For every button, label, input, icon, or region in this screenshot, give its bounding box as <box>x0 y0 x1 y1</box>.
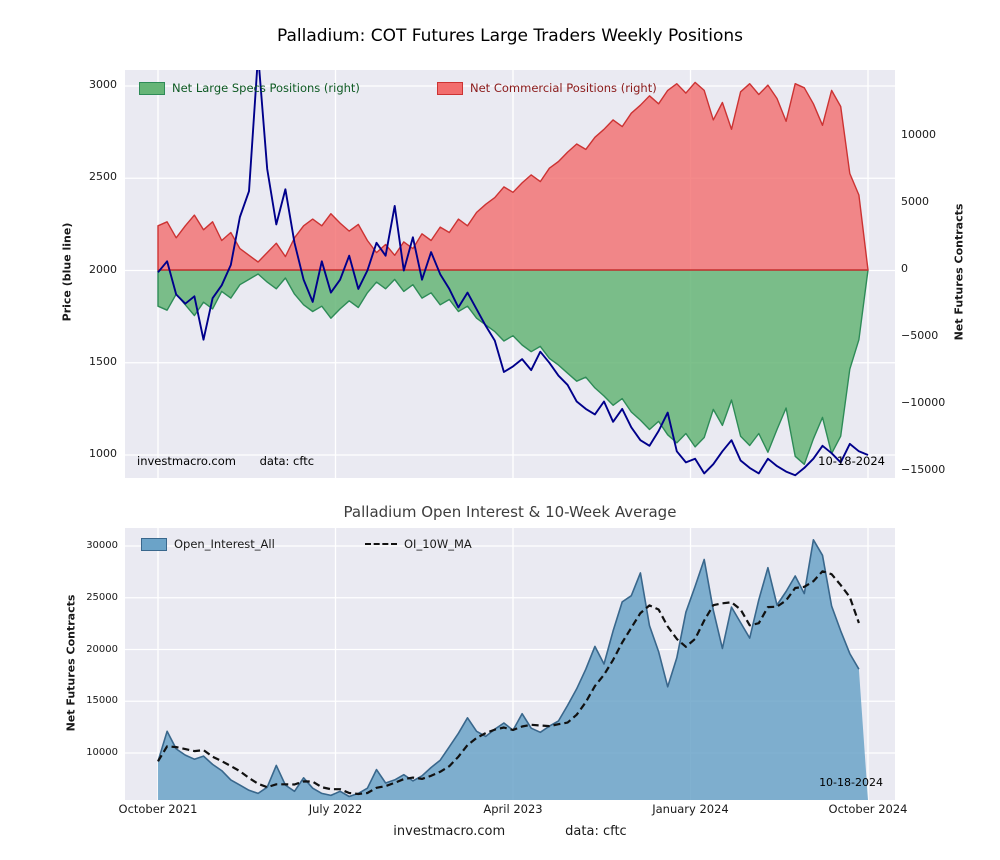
net-large-specs-swatch <box>139 82 165 95</box>
xtick-label: October 2024 <box>803 803 933 817</box>
xtick-label: October 2021 <box>93 803 223 817</box>
top-right-ytick-label: 10000 <box>901 128 936 141</box>
top-right-ytick-label: 0 <box>901 262 908 275</box>
xtick-label: January 2024 <box>626 803 756 817</box>
open-interest-legend-label: Open_Interest_All <box>174 537 275 551</box>
bottom-chart-title: Palladium Open Interest & 10-Week Averag… <box>125 503 895 521</box>
bottom-chart-date-label: 10-18-2024 <box>819 776 883 789</box>
data-source-text: data: cftc <box>260 454 314 468</box>
top-ylabel-right: Net Futures Contracts <box>953 204 966 341</box>
top-left-ytick-label: 2500 <box>62 170 117 183</box>
bottom-ytick-label: 20000 <box>63 644 118 656</box>
footer-watermark-text: investmacro.com <box>393 824 505 839</box>
open-interest-swatch <box>141 538 167 551</box>
top-chart-annotations: investmacro.com data: cftc <box>137 454 314 468</box>
bottom-ytick-label: 30000 <box>63 540 118 552</box>
bottom-chart-canvas <box>125 528 895 800</box>
bottom-ylabel-left: Net Futures Contracts <box>65 595 78 732</box>
top-chart-date-label: 10-18-2024 <box>818 454 885 468</box>
top-chart-title: Palladium: COT Futures Large Traders Wee… <box>125 26 895 46</box>
legend-item-net-large-specs: Net Large Specs Positions (right) <box>139 81 360 95</box>
legend-item-open-interest: Open_Interest_All <box>141 537 275 551</box>
footer-data-source-text: data: cftc <box>565 824 627 839</box>
figure: Palladium: COT Futures Large Traders Wee… <box>0 0 1000 860</box>
top-left-ytick-label: 3000 <box>62 78 117 91</box>
top-left-ytick-label: 1000 <box>62 447 117 460</box>
dashed-line-sample <box>365 543 397 545</box>
top-right-ytick-label: −15000 <box>901 463 945 476</box>
oi-ma-legend-label: OI_10W_MA <box>404 537 472 551</box>
net-large-specs-legend-label: Net Large Specs Positions (right) <box>172 81 360 95</box>
top-plot-area: Net Large Specs Positions (right) Net Co… <box>125 70 895 478</box>
top-chart-canvas <box>125 70 895 478</box>
top-right-ytick-label: −5000 <box>901 329 938 342</box>
bottom-ytick-label: 10000 <box>63 747 118 759</box>
figure-footer: investmacro.com data: cftc <box>125 824 895 839</box>
top-left-ytick-label: 1500 <box>62 355 117 368</box>
net-commercial-swatch <box>437 82 463 95</box>
top-left-ytick-label: 2000 <box>62 263 117 276</box>
top-right-ytick-label: 5000 <box>901 195 929 208</box>
top-right-ytick-label: −10000 <box>901 396 945 409</box>
bottom-plot-area: Open_Interest_All OI_10W_MA 10-18-2024 <box>125 528 895 800</box>
xtick-label: April 2023 <box>448 803 578 817</box>
watermark-text: investmacro.com <box>137 454 236 468</box>
bottom-ytick-label: 15000 <box>63 695 118 707</box>
legend-item-net-commercial: Net Commercial Positions (right) <box>437 81 657 95</box>
xtick-label: July 2022 <box>271 803 401 817</box>
net-commercial-legend-label: Net Commercial Positions (right) <box>470 81 657 95</box>
bottom-ytick-label: 25000 <box>63 592 118 604</box>
legend-item-oi-ma: OI_10W_MA <box>365 537 472 551</box>
